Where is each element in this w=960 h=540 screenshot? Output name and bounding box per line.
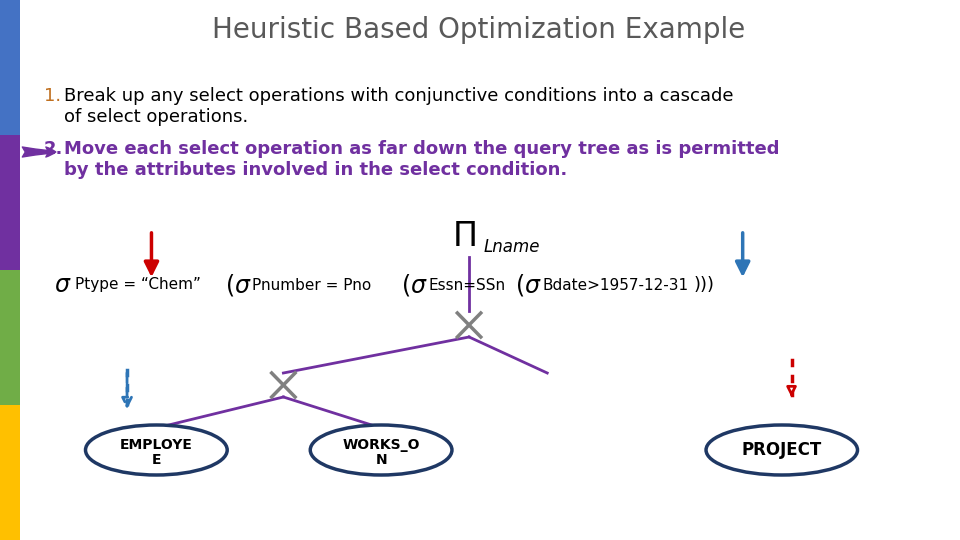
Text: WORKS_O: WORKS_O <box>343 438 420 452</box>
Text: 1.: 1. <box>44 87 61 105</box>
Polygon shape <box>0 135 19 270</box>
Text: Pnumber = Pno: Pnumber = Pno <box>252 278 372 293</box>
Text: by the attributes involved in the select condition.: by the attributes involved in the select… <box>63 161 566 179</box>
Text: ))): ))) <box>694 276 715 294</box>
Polygon shape <box>0 405 19 540</box>
Ellipse shape <box>85 425 228 475</box>
Ellipse shape <box>706 425 857 475</box>
Polygon shape <box>0 270 19 405</box>
Text: EMPLOYE: EMPLOYE <box>120 438 193 452</box>
Text: 2.: 2. <box>44 140 63 158</box>
Text: PROJECT: PROJECT <box>742 441 822 459</box>
Polygon shape <box>0 0 19 135</box>
Text: of select operations.: of select operations. <box>63 108 248 126</box>
Text: ($\sigma$: ($\sigma$ <box>225 272 252 298</box>
Text: Essn=SSn: Essn=SSn <box>428 278 505 293</box>
Ellipse shape <box>310 425 452 475</box>
Text: Lname: Lname <box>484 238 540 256</box>
Text: Break up any select operations with conjunctive conditions into a cascade: Break up any select operations with conj… <box>63 87 733 105</box>
Text: $\Pi$: $\Pi$ <box>452 220 476 253</box>
Text: E: E <box>152 453 161 467</box>
Text: Heuristic Based Optimization Example: Heuristic Based Optimization Example <box>212 16 746 44</box>
Text: Bdate>1957-12-31: Bdate>1957-12-31 <box>542 278 688 293</box>
Text: Move each select operation as far down the query tree as is permitted: Move each select operation as far down t… <box>63 140 779 158</box>
Text: $\sigma$: $\sigma$ <box>54 273 71 297</box>
Text: N: N <box>375 453 387 467</box>
Text: ($\sigma$: ($\sigma$ <box>400 272 427 298</box>
Text: Ptype = “Chem”: Ptype = “Chem” <box>75 278 202 293</box>
Text: ($\sigma$: ($\sigma$ <box>515 272 541 298</box>
